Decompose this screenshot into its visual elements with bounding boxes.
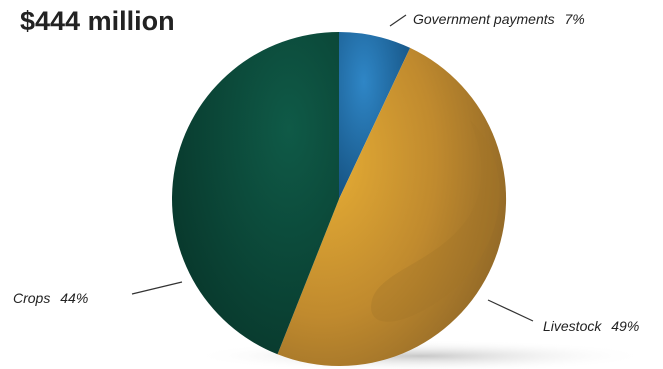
slice-label-government-payments: Government payments 7% (413, 11, 585, 27)
leader-line-crops (131, 281, 183, 295)
chart-title: $444 million (20, 6, 175, 36)
slice-name-crops: Crops (13, 290, 50, 306)
slice-label-crops: Crops 44% (13, 290, 88, 306)
pie-slices (172, 32, 507, 367)
leader-line-government-payments (389, 14, 407, 27)
slice-name-livestock: Livestock (543, 318, 602, 334)
slice-value-crops: 44% (60, 290, 88, 306)
pie-slice-livestock (277, 47, 507, 367)
livestock-highlight (371, 120, 500, 322)
slice-value-government-payments: 7% (565, 11, 585, 27)
slice-name-government-payments: Government payments (413, 11, 555, 27)
slice-label-livestock: Livestock 49% (543, 318, 639, 334)
pie-slice-government-payments (339, 32, 411, 199)
pie-slice-crops (172, 32, 339, 355)
leader-line-livestock (487, 299, 534, 322)
slice-value-livestock: 49% (611, 318, 639, 334)
